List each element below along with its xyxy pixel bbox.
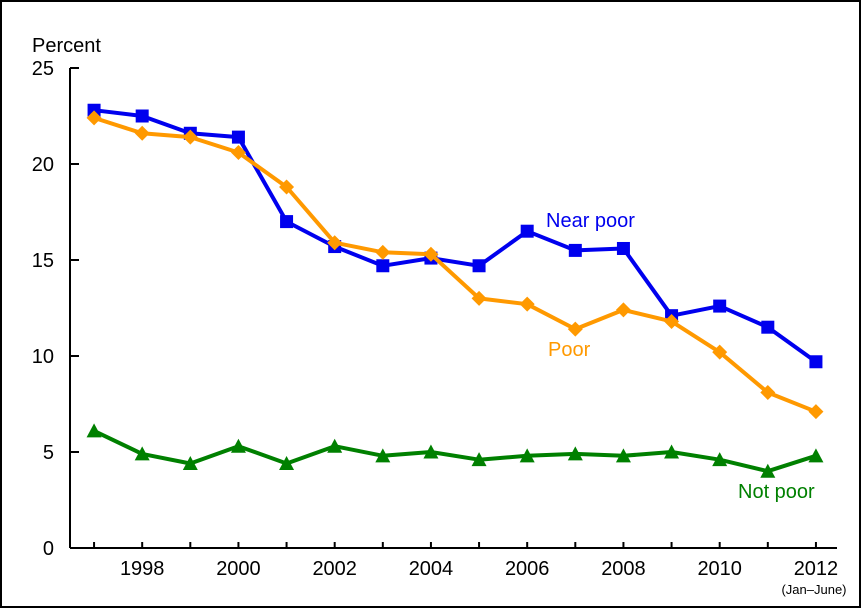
data-point-triangle xyxy=(471,452,487,467)
data-point-triangle xyxy=(182,456,198,471)
series-not-poor xyxy=(86,423,824,478)
data-point-triangle xyxy=(615,448,631,463)
y-tick-label: 5 xyxy=(43,442,54,464)
data-point-triangle xyxy=(712,452,728,467)
data-point-triangle xyxy=(375,448,391,463)
series-label-poor: Poor xyxy=(548,339,591,361)
x-tick-label: 2004 xyxy=(409,558,454,580)
data-point-triangle xyxy=(279,456,295,471)
data-point-diamond xyxy=(423,246,439,262)
series-line xyxy=(93,108,818,364)
y-tick-label: 25 xyxy=(32,58,54,80)
data-point-diamond xyxy=(712,344,728,360)
data-point-square xyxy=(761,320,775,334)
data-point-square xyxy=(713,299,727,313)
x-tick-label: 2008 xyxy=(601,558,646,580)
data-point-square xyxy=(280,215,294,229)
y-tick-label: 20 xyxy=(32,154,54,176)
data-point-diamond xyxy=(664,313,680,329)
series-layer xyxy=(86,103,824,478)
x-tick-label: 2012 xyxy=(794,558,839,580)
data-point-square xyxy=(616,241,630,255)
data-point-diamond xyxy=(567,321,583,337)
data-point-diamond xyxy=(86,110,102,126)
series-line xyxy=(93,429,817,474)
x-tick-label: 2002 xyxy=(312,558,357,580)
x-tick-label: 2010 xyxy=(697,558,742,580)
data-point-diamond xyxy=(375,244,391,260)
data-point-square xyxy=(472,259,486,273)
data-point-triangle xyxy=(760,463,776,478)
data-point-triangle xyxy=(327,438,343,453)
data-point-diamond xyxy=(808,404,824,420)
series-label-not-poor: Not poor xyxy=(738,481,815,503)
data-point-square xyxy=(231,130,245,144)
data-point-diamond xyxy=(230,144,246,160)
y-axis: 0 5 10 15 20 25 xyxy=(32,58,79,560)
data-point-triangle xyxy=(808,448,824,463)
x-tick-label: 1998 xyxy=(120,558,165,580)
series-poor xyxy=(86,110,824,420)
data-point-triangle xyxy=(86,423,102,438)
data-point-square xyxy=(568,243,582,257)
series-line xyxy=(93,115,817,414)
data-point-diamond xyxy=(760,384,776,400)
y-tick-label: 10 xyxy=(32,346,54,368)
x-tick-label: 2000 xyxy=(216,558,261,580)
data-point-square xyxy=(135,109,149,123)
data-point-square xyxy=(520,224,534,238)
data-point-square xyxy=(809,355,823,369)
y-axis-title: Percent xyxy=(32,35,101,57)
x-axis: 1998 2000 2002 2004 2006 2008 2010 2012 xyxy=(70,542,838,580)
data-point-diamond xyxy=(134,125,150,141)
data-point-diamond xyxy=(327,235,343,251)
data-point-triangle xyxy=(519,448,535,463)
data-point-triangle xyxy=(567,446,583,461)
data-point-diamond xyxy=(471,290,487,306)
data-point-square xyxy=(376,259,390,273)
data-point-diamond xyxy=(182,129,198,145)
data-point-triangle xyxy=(134,446,150,461)
data-point-diamond xyxy=(279,179,295,195)
data-point-triangle xyxy=(664,444,680,459)
series-label-near-poor: Near poor xyxy=(546,210,635,232)
x-axis-note: (Jan–June) xyxy=(781,582,846,597)
data-point-square xyxy=(87,103,101,117)
y-tick-label: 0 xyxy=(43,538,54,560)
data-point-diamond xyxy=(615,302,631,318)
y-tick-label: 15 xyxy=(32,250,54,272)
x-tick-label: 2006 xyxy=(505,558,550,580)
data-point-triangle xyxy=(230,438,246,453)
data-point-diamond xyxy=(519,296,535,312)
data-point-triangle xyxy=(423,444,439,459)
